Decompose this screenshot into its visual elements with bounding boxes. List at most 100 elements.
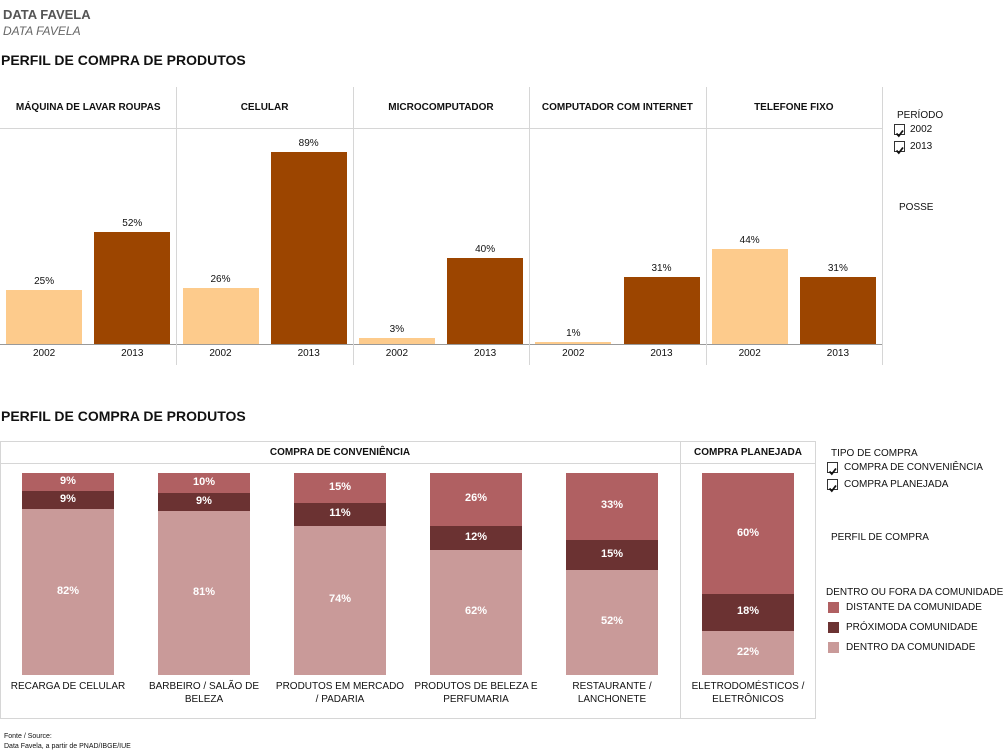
- chart-title: PERFIL DE COMPRA DE PRODUTOS: [1, 408, 246, 424]
- bar: [535, 341, 612, 344]
- check-icon: [895, 129, 904, 138]
- x-tick-label: 2002: [738, 348, 761, 359]
- x-tick-label: ELETRODOMÉSTICOS / ELETRÔNICOS: [691, 681, 805, 705]
- check-icon: [828, 484, 837, 493]
- value-label: 15%: [328, 481, 352, 494]
- x-tick-label: 2013: [121, 348, 144, 359]
- bar-segment: [702, 630, 794, 675]
- bar: [623, 277, 700, 344]
- value-label: 82%: [56, 585, 80, 598]
- frame: [0, 441, 816, 442]
- bar: [799, 277, 876, 344]
- checkbox[interactable]: [894, 141, 905, 155]
- bar: [6, 290, 83, 344]
- value-label: 22%: [736, 645, 760, 658]
- check-icon: [828, 467, 837, 476]
- bar-segment: [566, 473, 658, 540]
- filter-title: TIPO DE COMPRA: [831, 448, 918, 459]
- x-tick-label: 2013: [650, 348, 673, 359]
- legend-item: DENTRO DA COMUNIDADE: [846, 642, 976, 653]
- bar: [358, 337, 435, 344]
- value-label: 25%: [34, 276, 55, 287]
- source: Data Favela, a partir de PNAD/IBGE/IUE: [4, 743, 131, 750]
- panel-label: MÁQUINA DE LAVAR ROUPAS: [15, 102, 161, 113]
- value-label: 52%: [122, 217, 143, 229]
- x-tick-label: 2002: [32, 348, 56, 359]
- legend-swatch: [828, 642, 839, 653]
- bar-segment: [158, 511, 250, 675]
- value-label: 74%: [328, 593, 352, 606]
- header-title: DATA FAVELA: [3, 7, 91, 22]
- plot-right-edge: [882, 87, 883, 365]
- x-tick-label: 2013: [297, 348, 320, 359]
- value-label: 10%: [192, 476, 216, 489]
- filter-item[interactable]: COMPRA DE CONVENIÊNCIA: [844, 462, 983, 473]
- bar: [270, 151, 347, 344]
- x-tick-label: 2002: [209, 348, 232, 359]
- x-tick-label: 2002: [562, 348, 585, 359]
- legend-swatch: [828, 602, 839, 613]
- legend-item[interactable]: 2002: [910, 124, 933, 135]
- value-label: 31%: [651, 263, 672, 275]
- bar-segment: [294, 503, 386, 526]
- group-label: COMPRA PLANEJADA: [694, 447, 802, 458]
- axis-line: [0, 344, 882, 345]
- value-label: 15%: [600, 547, 624, 560]
- value-label: 12%: [464, 530, 488, 543]
- value-label: 44%: [739, 234, 760, 246]
- bar-segment: [22, 491, 114, 510]
- bar-segment: [566, 539, 658, 570]
- legend-item: DISTANTE DA COMUNIDADE: [846, 602, 982, 613]
- legend-title: PERÍODO: [897, 110, 944, 121]
- bar: [182, 287, 259, 344]
- legend-swatch: [828, 622, 839, 633]
- x-tick-label: 2013: [826, 348, 850, 359]
- panel-divider: [705, 87, 707, 365]
- legend-title: DENTRO OU FORA DA COMUNIDADE: [826, 587, 1004, 598]
- bar-segment: [566, 569, 658, 675]
- bar: [711, 248, 788, 344]
- bar-segment: [702, 594, 794, 631]
- value-label: 26%: [464, 492, 488, 505]
- legend-item: PRÓXIMODA COMUNIDADE: [846, 622, 978, 633]
- measure-label: POSSE: [899, 202, 934, 213]
- group-divider: [680, 441, 681, 718]
- chart-title: PERFIL DE COMPRA DE PRODUTOS: [1, 52, 246, 68]
- measure-label: PERFIL DE COMPRA: [831, 532, 929, 543]
- frame: [815, 441, 816, 718]
- value-label: 33%: [600, 499, 624, 512]
- checkbox[interactable]: [827, 462, 838, 476]
- header-subtitle: DATA FAVELA: [3, 24, 81, 38]
- value-label: 9%: [60, 475, 76, 488]
- value-label: 62%: [464, 605, 488, 618]
- bar-segment: [158, 473, 250, 494]
- bar: [447, 257, 524, 344]
- x-tick-label: PRODUTOS EM MERCADO / PADARIA: [275, 681, 405, 705]
- value-label: 18%: [736, 605, 760, 618]
- value-label: 26%: [210, 273, 231, 285]
- bar-segment: [22, 473, 114, 492]
- x-tick-label: 2013: [473, 348, 497, 359]
- value-label: 31%: [827, 263, 848, 275]
- checkbox[interactable]: [894, 124, 905, 138]
- frame: [0, 441, 1, 718]
- bar-segment: [702, 473, 794, 595]
- frame: [0, 463, 816, 464]
- panel-label: CELULAR: [240, 102, 289, 113]
- bar-segment: [294, 473, 386, 504]
- value-label: 40%: [475, 243, 496, 255]
- checkbox[interactable]: [827, 479, 838, 493]
- panel-label: MICROCOMPUTADOR: [388, 102, 494, 113]
- filter-item[interactable]: COMPRA PLANEJADA: [844, 479, 949, 490]
- value-label: 1%: [566, 327, 581, 339]
- value-label: 3%: [389, 323, 405, 335]
- value-label: 89%: [298, 137, 319, 149]
- bar-segment: [430, 525, 522, 550]
- value-label: 60%: [736, 526, 760, 539]
- bar-segment: [158, 493, 250, 512]
- frame: [0, 128, 882, 129]
- bar: [94, 231, 171, 344]
- value-label: 81%: [192, 586, 216, 599]
- bar-segment: [430, 549, 522, 675]
- legend-item[interactable]: 2013: [910, 141, 933, 152]
